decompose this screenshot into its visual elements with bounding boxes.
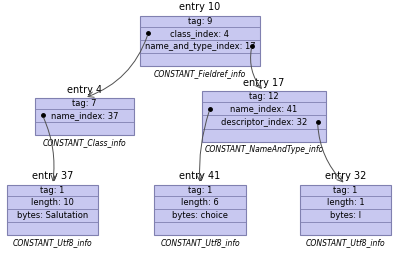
Text: bytes: I: bytes: I — [330, 211, 361, 220]
Text: name_and_type_index: 17: name_and_type_index: 17 — [145, 42, 255, 51]
Text: descriptor_index: 32: descriptor_index: 32 — [221, 117, 307, 126]
FancyBboxPatch shape — [7, 185, 98, 235]
FancyBboxPatch shape — [202, 91, 326, 142]
Text: entry 4: entry 4 — [67, 85, 102, 95]
Text: entry 37: entry 37 — [32, 171, 73, 181]
Text: CONSTANT_Utf8_info: CONSTANT_Utf8_info — [13, 238, 92, 247]
Text: length: 1: length: 1 — [327, 198, 364, 207]
Text: tag: 1: tag: 1 — [333, 186, 358, 195]
Text: length: 6: length: 6 — [181, 198, 219, 207]
Text: entry 41: entry 41 — [179, 171, 221, 181]
Text: name_index: 37: name_index: 37 — [51, 111, 118, 120]
Text: entry 10: entry 10 — [179, 2, 221, 12]
Text: tag: 1: tag: 1 — [40, 186, 65, 195]
Text: tag: 7: tag: 7 — [72, 99, 97, 108]
Text: CONSTANT_Utf8_info: CONSTANT_Utf8_info — [306, 238, 385, 247]
FancyBboxPatch shape — [154, 185, 246, 235]
Text: CONSTANT_Fieldref_info: CONSTANT_Fieldref_info — [154, 69, 246, 78]
Text: tag: 12: tag: 12 — [249, 92, 278, 101]
Text: entry 17: entry 17 — [243, 78, 284, 88]
Text: CONSTANT_NameAndType_info: CONSTANT_NameAndType_info — [204, 145, 323, 154]
Text: tag: 9: tag: 9 — [188, 17, 212, 26]
Text: length: 10: length: 10 — [31, 198, 74, 207]
Text: bytes: Salutation: bytes: Salutation — [17, 211, 88, 220]
Text: class_index: 4: class_index: 4 — [170, 29, 230, 38]
FancyBboxPatch shape — [140, 16, 260, 66]
Text: CONSTANT_Utf8_info: CONSTANT_Utf8_info — [160, 238, 240, 247]
Text: entry 32: entry 32 — [325, 171, 366, 181]
Text: name_index: 41: name_index: 41 — [230, 104, 298, 113]
Text: bytes: choice: bytes: choice — [172, 211, 228, 220]
Text: CONSTANT_Class_info: CONSTANT_Class_info — [42, 139, 126, 148]
Text: tag: 1: tag: 1 — [188, 186, 212, 195]
FancyBboxPatch shape — [300, 185, 391, 235]
FancyBboxPatch shape — [34, 98, 134, 135]
